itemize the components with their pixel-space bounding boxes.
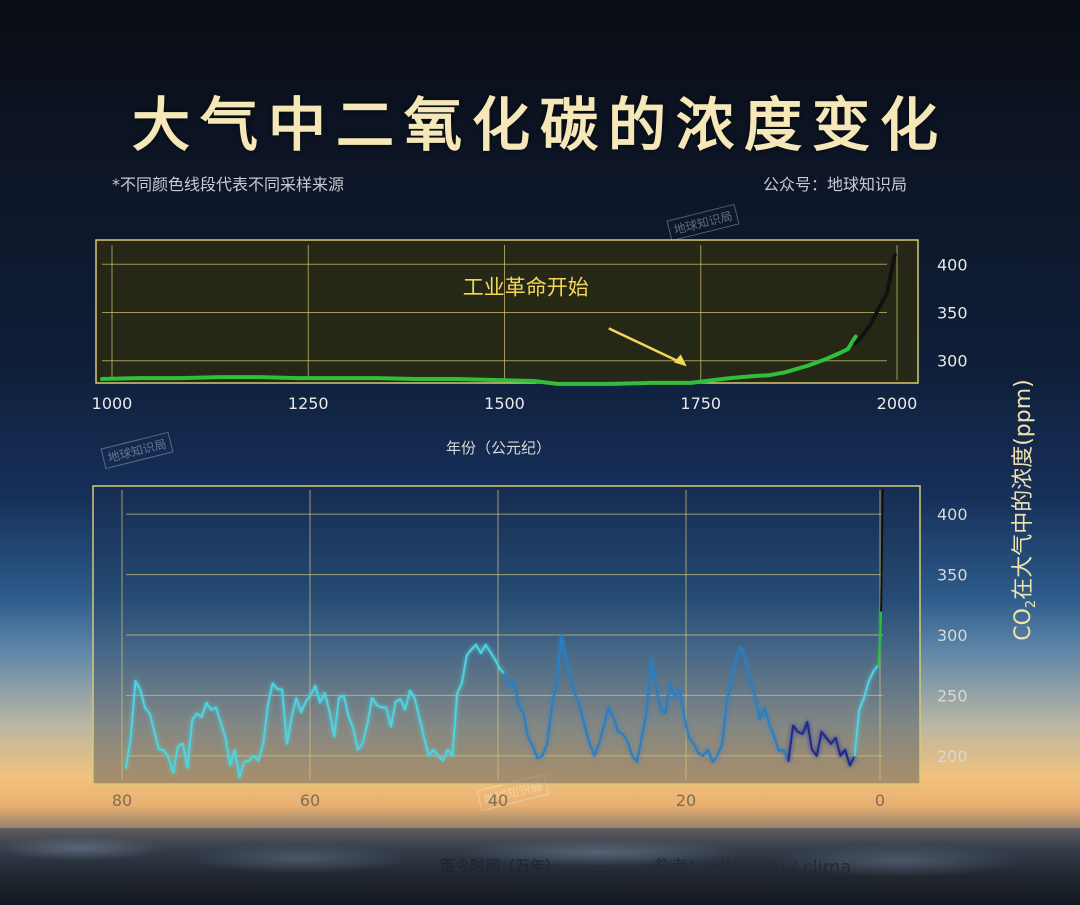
x-tick-label: 40 bbox=[488, 791, 508, 810]
y-tick-label: 350 bbox=[937, 566, 968, 585]
y-axis-label-rest: 在大气中的浓度(ppm) bbox=[1010, 379, 1036, 600]
chart2-x-axis-label: 距今时间（万年） bbox=[440, 857, 561, 875]
y-tick-label: 200 bbox=[937, 747, 968, 766]
series-line-green bbox=[877, 609, 883, 667]
source-credit: 公众号：地球知识局 bbox=[762, 175, 907, 194]
series-line-black bbox=[853, 252, 897, 346]
x-tick-label: 60 bbox=[300, 791, 320, 810]
series-line-cyan bbox=[125, 643, 506, 779]
x-tick-label: 1750 bbox=[680, 394, 721, 413]
cloud-background bbox=[0, 828, 1080, 905]
series-line-black bbox=[880, 489, 884, 612]
x-tick-label: 20 bbox=[676, 791, 696, 810]
y-tick-label: 400 bbox=[937, 505, 968, 524]
y-tick-label: 250 bbox=[937, 686, 968, 705]
legend-note: *不同颜色线段代表不同采样来源 bbox=[112, 175, 345, 194]
series-line-navy bbox=[787, 721, 856, 767]
y-tick-label: 400 bbox=[937, 255, 968, 274]
reference-text: 参考：wiki.com / clima bbox=[652, 857, 852, 878]
series-line-blue bbox=[503, 634, 790, 763]
y-tick-label: 350 bbox=[937, 304, 968, 323]
x-tick-label: 0 bbox=[875, 791, 885, 810]
annotation-arrow bbox=[608, 327, 686, 366]
x-tick-label: 1000 bbox=[92, 394, 133, 413]
y-axis-label-co: CO bbox=[1010, 608, 1036, 641]
chart1-frame bbox=[95, 239, 919, 384]
annotation-label: 工业革命开始 bbox=[463, 275, 589, 299]
x-tick-label: 80 bbox=[112, 791, 132, 810]
x-tick-label: 1250 bbox=[288, 394, 329, 413]
series-line-cyan bbox=[853, 664, 880, 757]
series-line-green bbox=[100, 334, 858, 386]
x-tick-label: 2000 bbox=[877, 394, 918, 413]
page-title: 大气中二氧化碳的浓度变化 bbox=[131, 91, 948, 159]
annotation-arrowhead bbox=[673, 354, 687, 367]
chart1-x-axis-label: 年份（公元纪） bbox=[446, 439, 552, 457]
y-tick-label: 300 bbox=[937, 352, 968, 371]
y-axis-label: CO2在大气中的浓度(ppm) bbox=[1005, 379, 1039, 641]
y-tick-label: 300 bbox=[937, 626, 968, 645]
y-axis-label-sub: 2 bbox=[1024, 599, 1040, 609]
x-tick-label: 1500 bbox=[484, 394, 525, 413]
